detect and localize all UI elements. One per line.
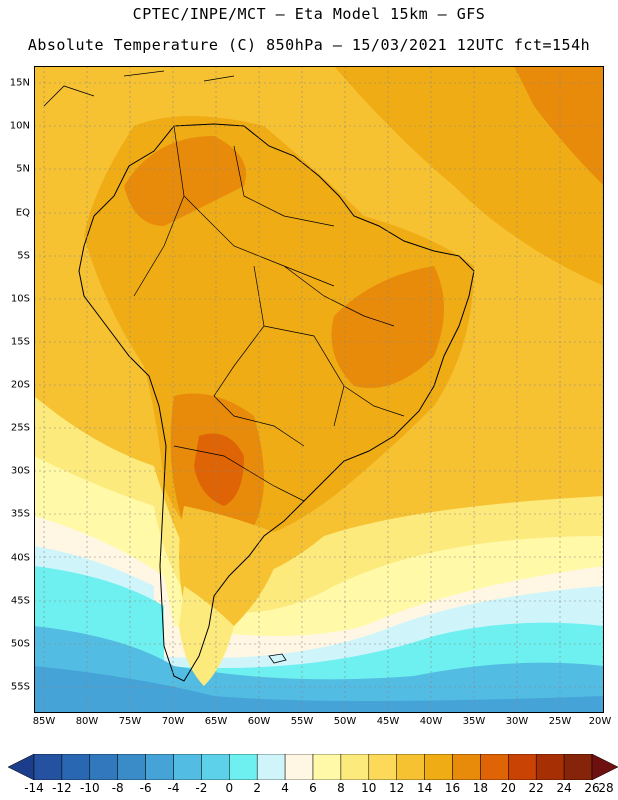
field-ne-ocean-warm: [334, 66, 604, 286]
field-patagonia-tongue: [179, 506, 284, 629]
lon-label: 45W: [376, 716, 400, 727]
colorbar-tick-label: -6: [139, 781, 152, 795]
colorbar-tick-label: 26: [584, 781, 600, 795]
lat-label: 10S: [10, 293, 30, 305]
colorbar-segments: [8, 754, 618, 780]
colorbar-segment: [89, 754, 118, 780]
colorbar-segment: [480, 754, 509, 780]
colorbar-tick-label: 18: [472, 781, 489, 795]
lat-label: 20S: [10, 379, 30, 391]
colorbar-segment: [340, 754, 370, 780]
colorbar-segment: [396, 754, 425, 780]
lon-label: 35W: [462, 716, 486, 727]
lat-label: 45S: [10, 595, 30, 607]
colorbar-segment: [563, 754, 593, 780]
lon-label: 55W: [290, 716, 314, 727]
colorbar-segment: [256, 754, 286, 780]
colorbar-tick-label: -2: [195, 781, 208, 795]
colorbar-tick-label: 2: [253, 781, 262, 795]
colorbar-tick-label: 8: [337, 781, 345, 795]
colorbar-tick-label: 4: [281, 781, 289, 795]
lon-label: 25W: [548, 716, 572, 727]
lon-label: 60W: [247, 716, 271, 727]
colorbar-tick-label: -10: [79, 781, 100, 795]
colorbar-segment: [368, 754, 397, 780]
colorbar-segment: [201, 754, 230, 780]
lat-label: 40S: [10, 552, 30, 564]
colorbar-segment: [145, 754, 174, 780]
field-patagonia-pale: [179, 586, 234, 686]
lat-label: 5S: [17, 250, 30, 262]
colorbar-tick-label: 28: [598, 781, 614, 795]
lon-label: 80W: [75, 716, 99, 727]
colorbar-tick-label: -8: [111, 781, 124, 795]
colorbar-tick-label: 24: [556, 781, 572, 795]
lat-label: 30S: [10, 465, 30, 477]
colorbar-segment: [117, 754, 146, 780]
colorbar-segment: [229, 754, 258, 780]
map-title-line2: Absolute Temperature (C) 850hPa – 15/03/…: [27, 36, 591, 54]
lat-label: 15N: [9, 77, 30, 89]
colorbar-segment: [424, 754, 453, 780]
field-core-chaco-hot: [194, 433, 244, 506]
colorbar-segment: [452, 754, 481, 780]
colorbar-tick-label: 12: [389, 781, 405, 795]
colorbar-arrow-low: [8, 754, 35, 780]
colorbar-segment: [173, 754, 202, 780]
lon-label: 75W: [118, 716, 142, 727]
map-border: [34, 66, 604, 713]
lat-label: 25S: [10, 422, 30, 434]
colorbar-arrow-high: [591, 754, 618, 780]
caribbean-islands: [43, 70, 235, 107]
lon-label: 30W: [505, 716, 529, 727]
colorbar-segment: [312, 754, 342, 780]
colorbar-segment: [33, 754, 63, 780]
lat-label: 35S: [10, 508, 30, 520]
colorbar-tick-label: -14: [24, 781, 44, 795]
lat-label: 55S: [10, 681, 30, 693]
field-core-north: [124, 136, 246, 226]
graticule: [34, 66, 604, 713]
lat-label: EQ: [15, 207, 30, 219]
lon-label: 50W: [333, 716, 357, 727]
lat-label: 50S: [10, 638, 30, 650]
colorbar-segment: [61, 754, 91, 780]
colorbar-tick-label: 10: [361, 781, 377, 795]
colorbar-segment: [535, 754, 565, 780]
colorbar-tick-label: 6: [309, 781, 317, 795]
colorbar-tick-label: -12: [52, 781, 72, 795]
lon-label: 40W: [419, 716, 443, 727]
colorbar-tick-label: 16: [444, 781, 461, 795]
colorbar-tick-label: -4: [167, 781, 180, 795]
colorbar-tick-label: 22: [528, 781, 544, 795]
temperature-map: [34, 66, 604, 713]
lon-label: 70W: [161, 716, 185, 727]
falkland-islands: [268, 653, 287, 664]
lat-label: 15S: [10, 336, 30, 348]
lat-label: 10N: [9, 120, 30, 132]
map-title-line1: CPTEC/INPE/MCT – Eta Model 15km – GFS: [132, 5, 486, 23]
temperature-colorbar: [8, 754, 618, 780]
colorbar-segment: [284, 754, 314, 780]
lat-label: 5N: [16, 163, 30, 175]
lon-label: 20W: [588, 716, 612, 727]
lon-label: 85W: [32, 716, 56, 727]
field-cold-deep: [34, 666, 604, 713]
lon-label: 65W: [204, 716, 228, 727]
coastline-south-america: [78, 123, 475, 682]
colorbar-segment: [508, 754, 537, 780]
colorbar-tick-label: 0: [225, 781, 234, 795]
colorbar-tick-label: 14: [416, 781, 433, 795]
colorbar-tick-label: 20: [500, 781, 516, 795]
